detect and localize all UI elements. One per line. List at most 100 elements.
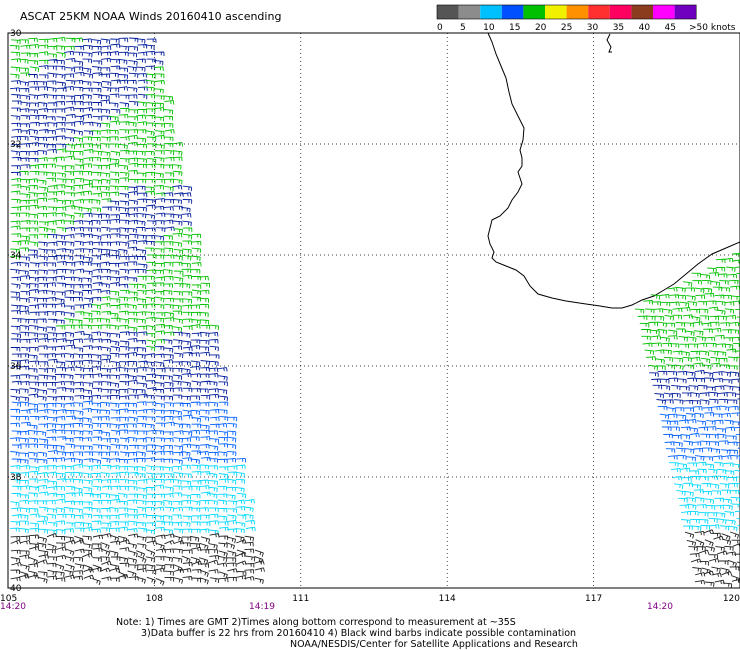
- wind-barb: [154, 73, 165, 79]
- wind-barb: [118, 366, 129, 373]
- wind-barb: [100, 108, 110, 114]
- wind-barb: [688, 343, 698, 349]
- wind-barb: [92, 478, 103, 484]
- wind-barb: [56, 206, 67, 211]
- wind-barb: [64, 472, 75, 477]
- wind-barb: [720, 412, 731, 418]
- wind-barb: [110, 218, 121, 224]
- wind-barb: [28, 192, 38, 198]
- wind-barb: [709, 524, 720, 529]
- wind-barb: [137, 234, 147, 240]
- wind-barb: [47, 269, 58, 275]
- wind-barb: [56, 172, 66, 178]
- wind-barb: [663, 356, 674, 362]
- wind-barb: [46, 80, 57, 85]
- wind-barb: [45, 499, 56, 505]
- wind-barb: [56, 52, 66, 58]
- wind-barb: [119, 227, 129, 233]
- wind-barb: [128, 59, 138, 66]
- wind-barb: [137, 303, 147, 309]
- wind-barb: [137, 527, 148, 533]
- wind-barb: [191, 332, 202, 337]
- wind-barb: [218, 542, 228, 548]
- wind-barb: [20, 178, 30, 184]
- wind-barb: [82, 522, 92, 528]
- wind-barb: [145, 213, 156, 220]
- wind-barb: [127, 451, 138, 457]
- wind-barb: [235, 486, 245, 493]
- wind-barb: [73, 570, 84, 575]
- wind-barb: [91, 422, 102, 428]
- wind-barb: [690, 356, 701, 362]
- wind-barb: [55, 493, 66, 499]
- wind-barb: [163, 347, 174, 353]
- wind-barb: [145, 178, 156, 184]
- wind-barb: [55, 577, 66, 582]
- wind-barb: [29, 415, 40, 421]
- wind-barb: [716, 309, 726, 316]
- wind-barb: [199, 528, 210, 533]
- wind-barb: [724, 385, 734, 391]
- wind-barb: [136, 185, 146, 191]
- wind-barb: [155, 368, 166, 373]
- wind-barb: [64, 199, 74, 205]
- wind-barb: [164, 303, 174, 310]
- wind-barb: [690, 558, 702, 563]
- wind-barb: [704, 371, 714, 378]
- wind-barb: [56, 261, 67, 266]
- wind-barb: [83, 574, 95, 580]
- wind-barb: [137, 143, 147, 149]
- wind-barb: [718, 440, 729, 445]
- wind-barb: [20, 298, 30, 303]
- wind-barb: [101, 151, 111, 157]
- wind-barb: [691, 272, 701, 278]
- wind-barb: [20, 185, 31, 192]
- wind-barb: [82, 207, 92, 214]
- wind-barb: [642, 342, 653, 347]
- wind-barb: [218, 381, 228, 387]
- wind-barb: [101, 354, 112, 360]
- wind-barb: [735, 308, 740, 311]
- wind-barb: [119, 206, 129, 213]
- wind-barb: [136, 178, 147, 184]
- wind-barb: [28, 296, 39, 303]
- wind-barb: [646, 315, 656, 321]
- wind-barb: [91, 144, 102, 150]
- wind-barb: [81, 67, 92, 74]
- wind-barb: [10, 150, 21, 156]
- wind-barb: [37, 389, 48, 395]
- wind-barb: [127, 436, 137, 443]
- wind-barb: [56, 269, 66, 274]
- wind-barb: [74, 521, 85, 527]
- wind-barb: [226, 436, 237, 443]
- wind-barb: [64, 85, 75, 91]
- wind-barb: [710, 362, 721, 368]
- wind-barb: [64, 381, 75, 386]
- wind-barb: [11, 310, 21, 315]
- wind-barb: [182, 473, 192, 479]
- wind-barb: [154, 235, 165, 241]
- wind-barb: [28, 254, 38, 259]
- wind-barb: [155, 123, 166, 128]
- wind-barb: [711, 327, 722, 333]
- wind-barb: [11, 359, 21, 366]
- wind-barb: [181, 373, 192, 378]
- wind-barb: [28, 574, 39, 579]
- wind-barb: [118, 429, 129, 434]
- wind-barb: [180, 423, 191, 429]
- wind-barb: [146, 501, 156, 506]
- wind-barb: [208, 339, 219, 344]
- wind-barb: [154, 567, 165, 573]
- wind-barb: [19, 88, 30, 93]
- wind-barb: [37, 149, 47, 156]
- wind-barb: [136, 401, 147, 406]
- wind-barb: [128, 207, 138, 212]
- wind-barb: [181, 368, 191, 374]
- wind-barb: [218, 458, 228, 464]
- wind-barb: [100, 253, 111, 258]
- wind-barb: [37, 197, 48, 202]
- wind-barb: [200, 367, 210, 372]
- wind-barb: [209, 533, 220, 538]
- wind-barb: [109, 191, 120, 197]
- wind-barb: [28, 393, 39, 399]
